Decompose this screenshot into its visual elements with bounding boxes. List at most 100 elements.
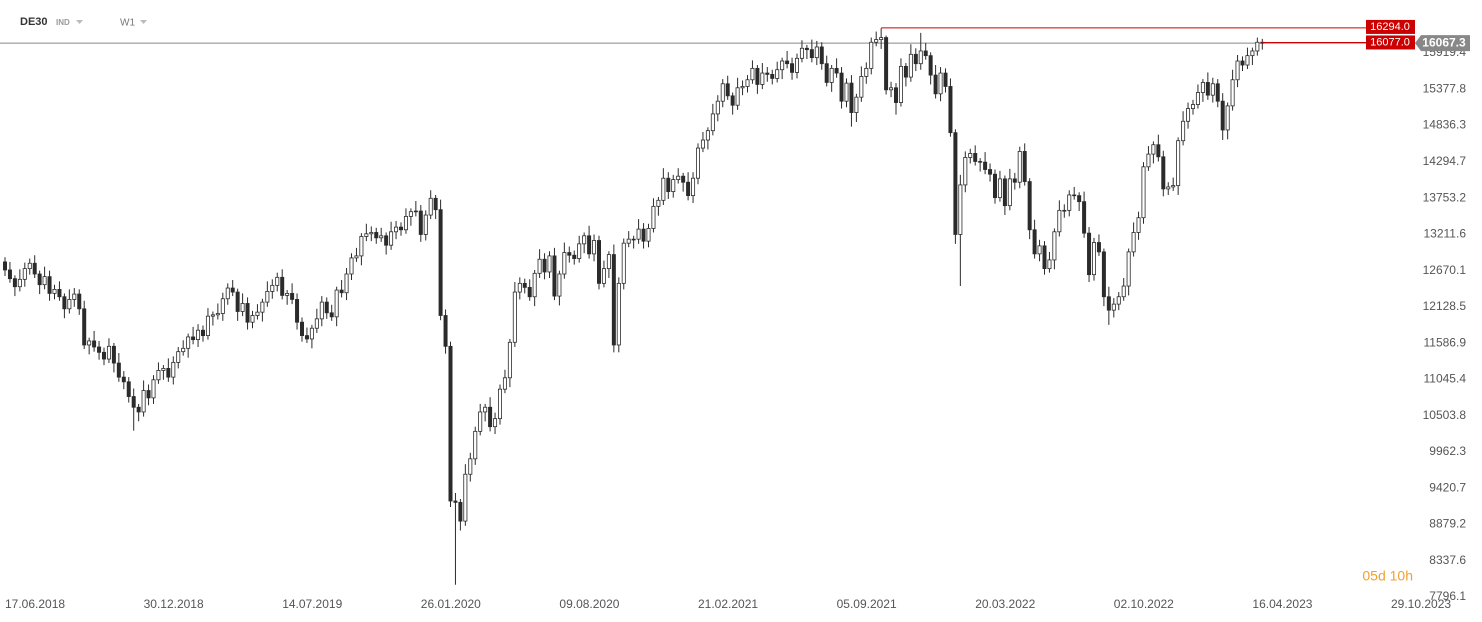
candle-body [1042,245,1047,270]
candle-body [611,254,616,346]
candle-body [710,113,715,132]
y-tick-label: 9420.7 [1429,480,1466,494]
candle-body [438,209,443,316]
y-tick-label: 11045.4 [1424,372,1467,386]
candle-body [572,254,577,259]
candle-body [146,390,151,399]
candle-body [186,336,191,349]
candle-body [1062,209,1067,212]
candle-body [696,147,701,179]
candle-body [557,273,562,297]
countdown: 05d 10h [1362,568,1413,584]
candle-body [681,175,686,183]
x-tick-label: 16.04.2023 [1252,597,1312,611]
candle-body [1250,50,1255,57]
candle-body [413,210,418,213]
candle-body [72,293,77,300]
candle-body [869,41,874,69]
y-tick-label: 8337.6 [1429,553,1466,567]
candle-body [993,173,998,199]
candle-body [626,238,631,244]
dropdown-arrow[interactable] [76,20,83,24]
candle-body [997,178,1002,199]
candle-body [1047,259,1052,270]
candle-body [1225,105,1230,131]
candle-body [1166,186,1171,190]
candle-body [1186,108,1191,122]
candle-body [408,211,413,217]
candle-body [334,289,339,318]
candle-body [309,327,314,340]
candle-body [671,179,676,193]
dropdown-arrow[interactable] [140,20,147,24]
candle-body [1101,251,1106,298]
candle-body [329,312,334,318]
candle-body [854,96,859,113]
candle-body [567,252,572,256]
price-tag [1415,35,1470,52]
candle-body [597,240,602,284]
candle-body [666,177,671,193]
candle-body [285,293,290,296]
candle-body [1111,303,1116,311]
candle-body [750,67,755,81]
candle-body [928,55,933,76]
candle-body [1067,194,1072,211]
candle-body [1012,178,1017,183]
candle-body [790,63,795,73]
candle-body [1037,245,1042,255]
candle-body [126,381,131,397]
candle-body [1151,144,1156,155]
candle-body [1077,195,1082,203]
candle-body [1121,285,1126,298]
candle-body [7,269,12,280]
candle-body [349,257,354,275]
candle-body [82,308,87,346]
candle-body [235,291,240,312]
candle-body [864,67,869,77]
y-tick-label: 15377.8 [1423,81,1467,95]
candle-body [1096,242,1101,253]
candle-body [102,351,107,360]
candle-body [1181,120,1186,142]
candle-body [1082,201,1087,234]
candle-body [67,299,72,310]
candle-body [196,329,201,341]
level-tag [1366,35,1415,50]
candle-body [621,242,626,284]
candle-body [715,100,720,115]
candle-body [200,329,205,336]
y-tick-label: 12128.5 [1423,299,1467,313]
candle-body [1057,209,1062,233]
candle-body [770,74,775,79]
candle-body [225,287,230,300]
y-tick-label: 10503.8 [1423,408,1467,422]
candle-body [1027,181,1032,231]
candle-body [661,177,666,201]
candle-body [676,175,681,180]
candle-body [1052,231,1057,261]
candle-body [1161,156,1166,190]
x-tick-label: 21.02.2021 [698,597,758,611]
candle-body [1116,296,1121,305]
candle-body [1230,79,1235,107]
candle-body [304,335,309,340]
candle-body [587,235,592,255]
candle-body [389,231,394,246]
candle-body [636,228,641,240]
x-tick-label: 05.09.2021 [837,597,897,611]
candle-body [958,184,963,235]
candle-body [641,228,646,242]
candle-body [443,315,448,347]
candle-body [522,282,527,288]
y-tick-label: 12670.1 [1423,263,1467,277]
candle-body [512,291,517,343]
candle-body [17,278,22,288]
candle-body [606,254,611,270]
x-tick-label: 26.01.2020 [421,597,481,611]
candle-body [111,345,116,364]
interval[interactable]: W1 [120,18,135,29]
candle-body [488,406,493,428]
symbol[interactable]: DE30 [20,16,48,28]
candle-body [280,276,285,296]
